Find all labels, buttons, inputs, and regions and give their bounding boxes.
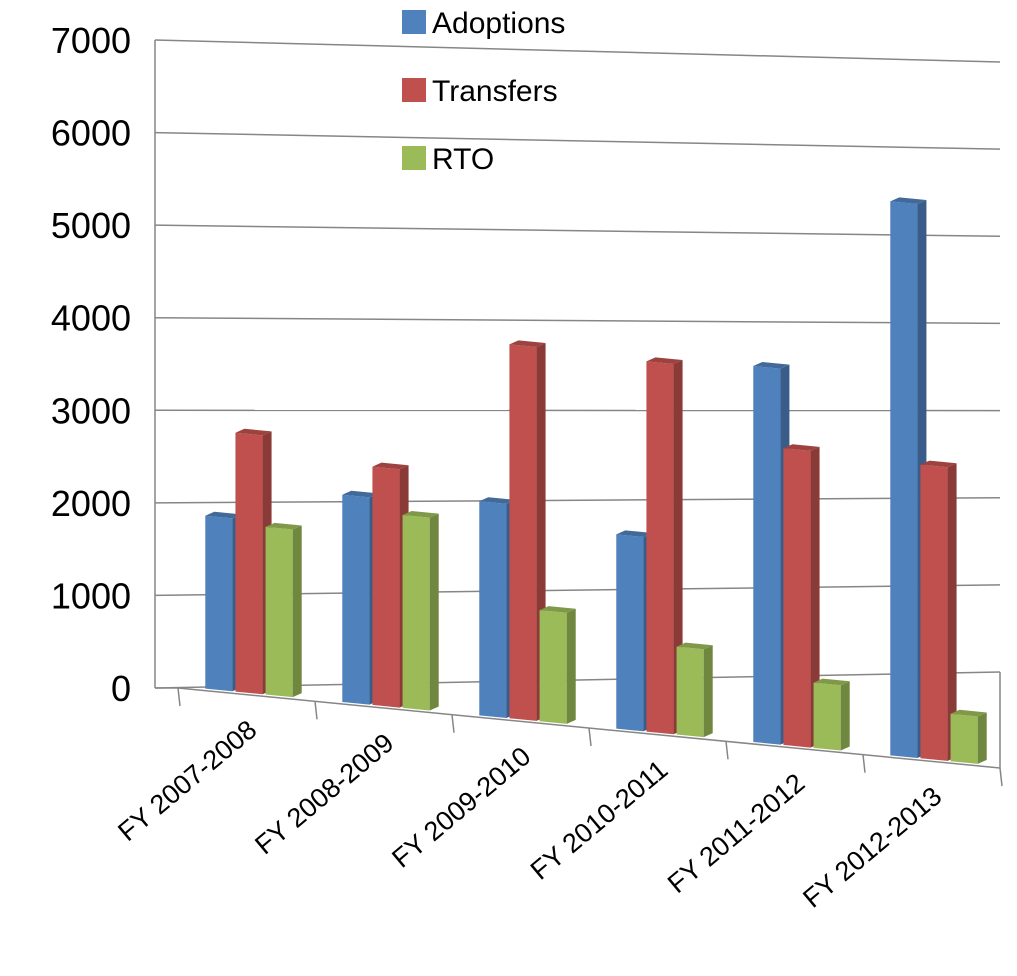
bar-top — [265, 522, 302, 530]
bar-front — [402, 514, 430, 711]
x-tick-mark — [314, 701, 318, 720]
x-tick-mark — [177, 687, 181, 707]
bar-front — [479, 501, 507, 718]
y-tick-label: 7000 — [51, 20, 131, 61]
bar-top — [342, 490, 379, 498]
gridline — [154, 316, 1001, 325]
x-tick-mark — [862, 754, 866, 773]
legend-swatch — [402, 10, 426, 34]
x-tick-label: FY 2009-2010 — [386, 741, 536, 874]
bar-front — [235, 432, 263, 695]
bar-top — [813, 678, 850, 686]
bar-front — [205, 515, 233, 692]
legend-item: RTO — [402, 143, 494, 176]
bar-side — [429, 513, 439, 711]
bar-top — [920, 460, 957, 468]
bar-front — [646, 361, 674, 735]
legend-label: Transfers — [432, 75, 558, 108]
y-tick-label: 1000 — [51, 575, 131, 616]
bar-top — [205, 511, 242, 519]
legend-item: Adoptions — [402, 7, 565, 40]
bar-side — [566, 608, 576, 724]
bar-front — [676, 646, 704, 738]
bar-front — [813, 682, 841, 751]
gridline — [154, 131, 1001, 150]
legend-label: RTO — [432, 143, 494, 176]
bar — [783, 444, 820, 748]
bar-front — [753, 365, 781, 745]
x-tick-label: FY 2007-2008 — [112, 714, 262, 847]
bar-top — [676, 642, 713, 650]
x-tick-label: FY 2011-2012 — [662, 768, 810, 899]
bar — [539, 606, 576, 724]
bar-front — [509, 344, 537, 721]
gridline — [154, 496, 1001, 504]
legend: Adoptions Transfers RTO — [402, 7, 565, 176]
y-tick-label: 5000 — [51, 205, 131, 246]
bar-front — [950, 713, 978, 764]
y-tick-label: 3000 — [51, 390, 131, 431]
bar-top — [509, 340, 546, 347]
bar-front — [783, 448, 811, 748]
bar-front — [890, 201, 918, 758]
bar-front — [539, 610, 567, 724]
bar-top — [950, 709, 987, 717]
y-tick-label: 6000 — [51, 113, 131, 154]
bar-side — [703, 645, 713, 738]
bar-side — [292, 525, 302, 698]
bar-top — [539, 606, 576, 613]
legend-item: Transfers — [402, 75, 558, 108]
bar-side — [977, 712, 987, 764]
gridline — [154, 224, 1001, 238]
axes — [154, 40, 1003, 787]
x-tick-label: FY 2012-2013 — [797, 781, 947, 914]
bar-front — [616, 534, 644, 732]
y-tick-label: 2000 — [51, 483, 131, 524]
bar-top — [372, 462, 409, 470]
bar-top — [753, 361, 790, 369]
bar-side — [947, 463, 957, 761]
x-tick-mark — [725, 741, 729, 760]
bar-front — [265, 526, 293, 698]
bar-top — [402, 510, 439, 518]
x-tick-mark — [451, 714, 455, 733]
gridline — [154, 39, 1001, 63]
bar-front — [342, 494, 370, 705]
bars — [205, 197, 987, 764]
bar-front — [920, 464, 948, 761]
bar-top — [783, 444, 820, 451]
bar-side — [810, 446, 820, 748]
x-tick-label: FY 2010-2011 — [525, 754, 673, 885]
bar — [950, 709, 987, 764]
bar-top — [479, 497, 516, 504]
legend-swatch — [402, 78, 426, 102]
bar-top — [890, 197, 927, 205]
bar-side — [673, 360, 683, 735]
x-tick-label: FY 2008-2009 — [249, 728, 399, 861]
bar-top — [616, 530, 653, 537]
x-tick-mark — [999, 767, 1003, 787]
y-tick-labels: 0 1000 2000 3000 4000 5000 6000 7000 — [51, 20, 131, 709]
bar-front — [372, 466, 400, 708]
bar — [813, 678, 850, 751]
x-tick-mark — [588, 727, 592, 747]
legend-swatch — [402, 146, 426, 170]
bar — [265, 522, 302, 698]
bar-top — [646, 357, 683, 365]
bar-top — [235, 428, 272, 436]
bar — [920, 460, 957, 761]
y-tick-label: 4000 — [51, 298, 131, 339]
bar — [676, 642, 713, 738]
bar — [402, 510, 439, 711]
legend-label: Adoptions — [432, 7, 565, 40]
y-tick-label: 0 — [111, 668, 131, 709]
bar-side — [840, 681, 850, 751]
bar — [646, 357, 683, 735]
